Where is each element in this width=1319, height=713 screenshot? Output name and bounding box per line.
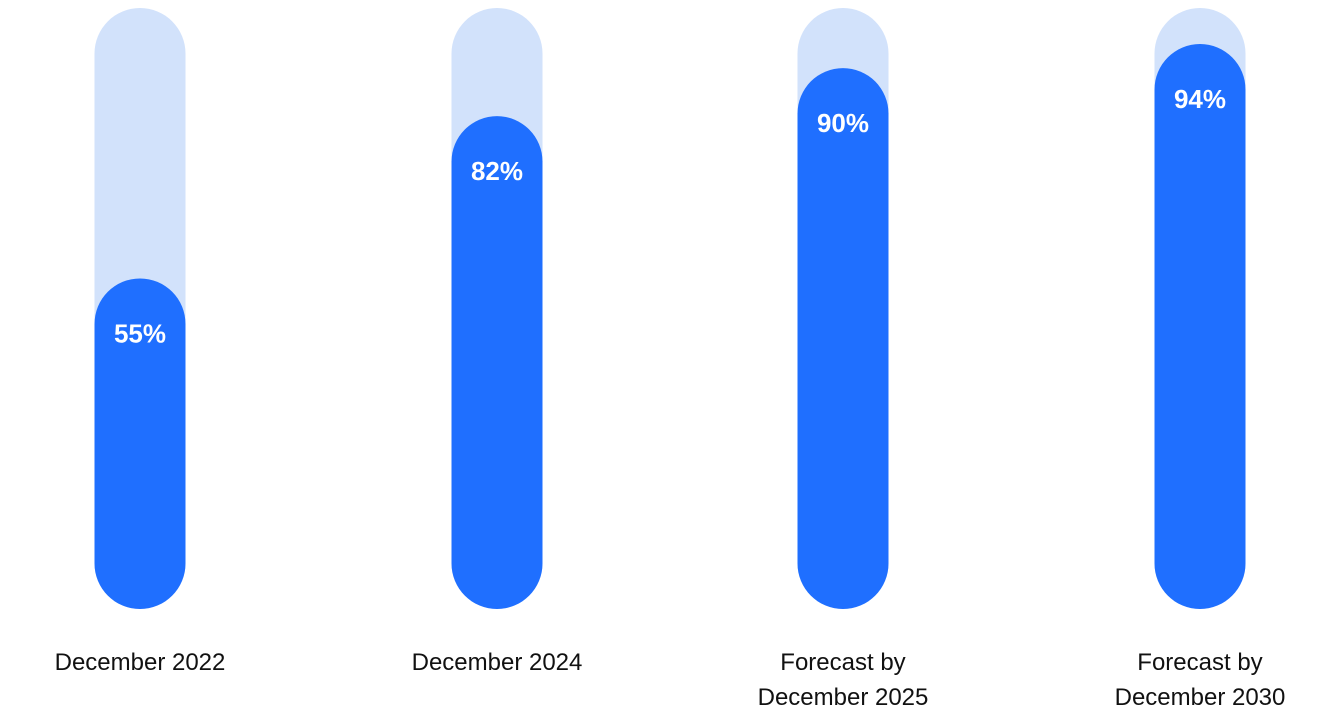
category-label-4: Forecast by December 2030 bbox=[1115, 649, 1286, 711]
category-label-4-line-2: December 2030 bbox=[1115, 684, 1286, 711]
category-label-4-line-1: Forecast by bbox=[1137, 649, 1262, 676]
value-label-1: 55% bbox=[114, 318, 166, 348]
value-label-2: 82% bbox=[471, 156, 523, 186]
bar-1 bbox=[94, 278, 186, 609]
category-label-2: December 2024 bbox=[412, 649, 583, 676]
category-label-3-line-2: December 2025 bbox=[758, 684, 929, 711]
category-label-3-line-1: Forecast by bbox=[780, 649, 905, 676]
category-label-2-line-1: December 2024 bbox=[412, 649, 583, 676]
bar-3 bbox=[797, 68, 889, 610]
category-labels: December 2022 December 2024 Forecast by Dec… bbox=[55, 649, 1286, 711]
category-label-1-line-1: December 2022 bbox=[55, 649, 226, 676]
value-label-4: 94% bbox=[1174, 84, 1226, 114]
bar-2 bbox=[451, 116, 543, 610]
value-labels: 55% 82% 90% 94% bbox=[114, 84, 1226, 348]
bar-tracks bbox=[94, 8, 1246, 609]
value-label-3: 90% bbox=[817, 108, 869, 138]
bars bbox=[94, 44, 1246, 610]
category-label-3: Forecast by December 2025 bbox=[758, 649, 929, 711]
bar-4 bbox=[1154, 44, 1246, 610]
category-label-1: December 2022 bbox=[55, 649, 226, 676]
